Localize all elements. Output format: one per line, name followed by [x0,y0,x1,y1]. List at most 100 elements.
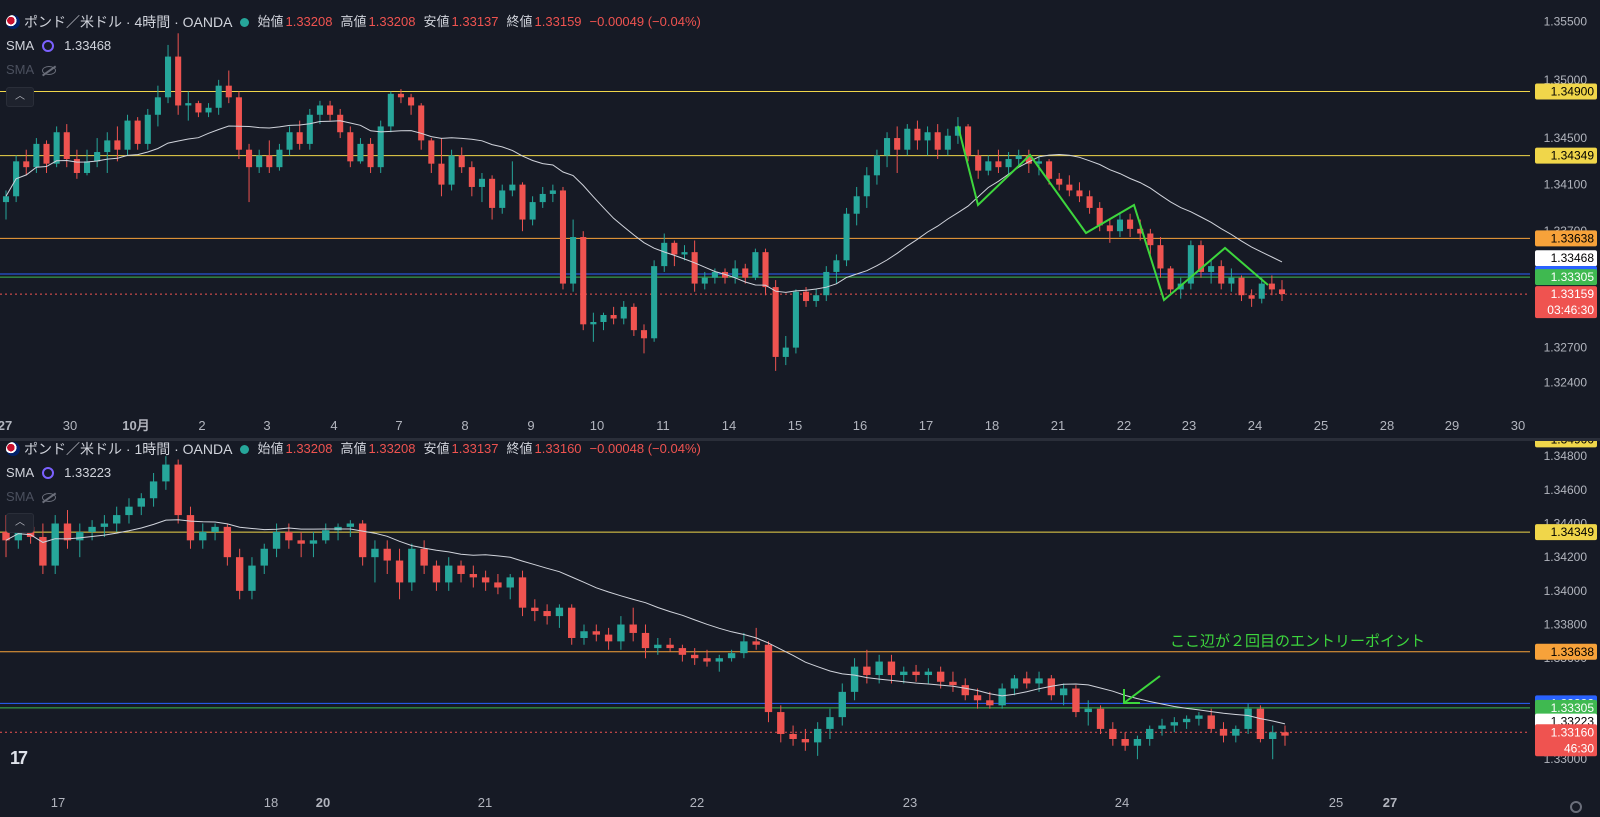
time-axis-label: 24 [1248,418,1262,433]
candle-body [149,481,158,499]
candle-body [944,135,951,150]
price-tag [1535,441,1597,448]
chart-pane-1h[interactable]: 1.34800 1.34600 1.34400 1.34200 1.34000 1.338… [0,441,1600,817]
price-tag [1535,269,1597,286]
candle-body [813,295,820,302]
candle-body [458,155,465,168]
candle-body [296,132,303,144]
candle-body [873,155,880,176]
candle-body [104,140,111,153]
price-tag-label: 1.33160 [1551,725,1595,739]
price-tag [1535,286,1597,319]
candle-body [1121,739,1129,746]
candle-body [306,114,313,144]
candle-body [764,644,773,713]
legend-title-row: ポンド／米ドル · 4時間 · OANDA 始値 1.33208 高値 1.3320… [6,10,709,34]
candle-body [1147,233,1154,246]
symbol-title[interactable]: ポンド／米ドル · 4時間 · OANDA [24,14,233,30]
sma-row[interactable]: SMA 1.33468 [6,34,709,58]
candle-body [186,515,195,541]
candle-body [600,315,607,322]
eye-hidden-icon[interactable] [42,65,57,75]
tradingview-logo-icon[interactable]: 17 [10,748,28,768]
candle-body [469,574,478,578]
candle-body [248,565,256,591]
time-axis-label: 17 [919,418,933,433]
candle-body [316,105,323,115]
candle-body [762,252,769,288]
sma-settings-icon[interactable] [42,467,55,479]
candlestick-chart-4h[interactable]: 1.355001.350001.345001.341001.337001.327… [0,0,1600,438]
sma-line [5,519,1286,725]
candle-body [863,666,871,676]
candle-body [531,607,539,612]
gear-icon[interactable] [1570,801,1582,813]
annotation-arrowhead [1123,689,1140,704]
countdown-label: 46:30 [1564,741,1594,755]
candle-body [125,506,133,516]
candle-body [358,523,367,558]
price-scale-label: 1.35000 [1544,73,1588,87]
candle-body [2,531,10,541]
candle-body [346,523,355,527]
candle-body [1269,732,1277,740]
sma-row[interactable]: SMA 1.33223 [6,461,709,485]
sma-settings-icon[interactable] [42,40,55,52]
candle-body [853,196,860,214]
time-axis-label: 23 [903,795,917,810]
price-tag [1535,250,1597,267]
countdown-label: 03:46:30 [1547,303,1594,317]
candle-body [1228,277,1235,284]
price-scale-label: 1.34800 [1544,449,1588,463]
sma2-row[interactable]: SMA [6,58,709,82]
candle-body [387,93,394,127]
time-axis-label: 24 [1115,795,1129,810]
time-axis-label: 23 [1182,418,1196,433]
sma2-row[interactable]: SMA [6,485,709,509]
candle-body [246,149,253,168]
candle-body [448,155,455,185]
candle-body [39,536,47,566]
candle-body [63,132,70,160]
candle-body [1207,715,1215,729]
time-axis-label: 8 [461,418,468,433]
candle-body [772,287,779,357]
candle-body [936,671,945,682]
low-value: 1.33137 [451,441,499,456]
candle-body [568,607,576,638]
candle-body [543,611,551,617]
chart-pane-4h[interactable]: 1.355001.350001.345001.341001.337001.327… [0,0,1600,438]
price-tag [1535,83,1597,100]
price-tag-label: 1.33305 [1551,701,1595,715]
candle-body [1218,266,1225,284]
candle-body [225,85,232,98]
close-value: 1.33160 [534,441,582,456]
candle-body [489,178,496,208]
candlestick-chart-1h[interactable]: 1.348001.346001.344001.342001.340001.338… [0,441,1600,817]
candle-body [235,97,242,150]
time-axis-label: 30 [63,418,77,433]
price-scale-label: 1.32700 [1544,341,1588,355]
candle-body [367,143,374,168]
price-tag-label: 1.33638 [1551,645,1595,659]
candle-body [986,700,994,706]
candle-body [494,582,502,588]
symbol-title[interactable]: ポンド／米ドル · 1時間 · OANDA [24,441,233,457]
market-open-dot-icon [240,444,250,454]
collapse-legend-button[interactable]: ︿ [6,87,34,107]
collapse-legend-button[interactable]: ︿ [6,513,34,533]
candle-body [742,268,749,278]
pane-separator[interactable] [0,438,1600,441]
sma-value: 1.33468 [64,38,112,53]
candle-body [347,132,354,162]
candle-body [509,184,516,191]
candle-body [2,196,10,203]
candle-body [661,242,668,267]
candle-body [33,143,40,168]
candle-body [620,306,627,319]
candle-body [823,271,830,296]
candle-body [1076,190,1083,197]
time-axis-label: 18 [985,418,999,433]
eye-hidden-icon[interactable] [42,492,57,502]
price-tag-label: 1.34900 [1551,441,1595,446]
